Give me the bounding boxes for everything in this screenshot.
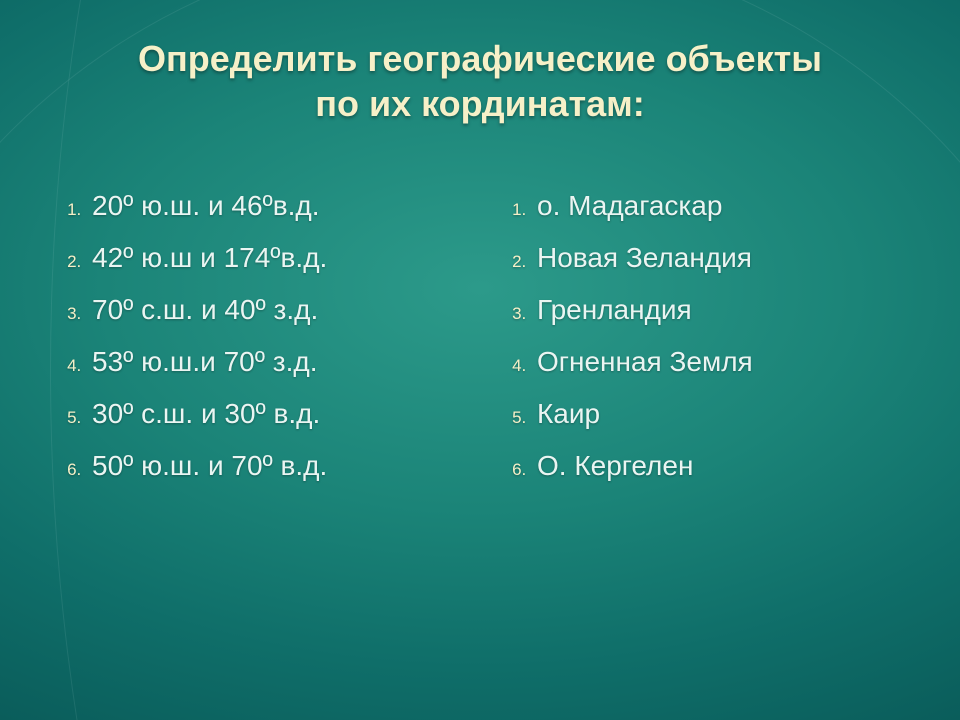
list-item: Новая Зеландия xyxy=(531,232,920,284)
slide-title: Определить географические объекты по их … xyxy=(0,36,960,126)
coord-text: 70º с.ш. и 40º з.д. xyxy=(92,294,318,325)
list-item: 42º ю.ш и 174ºв.д. xyxy=(86,232,475,284)
coord-text: 30º с.ш. и 30º в.д. xyxy=(92,398,320,429)
list-item: 20º ю.ш. и 46ºв.д. xyxy=(86,180,475,232)
answer-text: Каир xyxy=(537,398,600,429)
answers-list: о. Мадагаскар Новая Зеландия Гренландия … xyxy=(503,180,920,492)
list-item: 70º с.ш. и 40º з.д. xyxy=(86,284,475,336)
answer-text: Гренландия xyxy=(537,294,692,325)
coord-text: 42º ю.ш и 174ºв.д. xyxy=(92,242,327,273)
coord-text: 20º ю.ш. и 46ºв.д. xyxy=(92,190,320,221)
list-item: Гренландия xyxy=(531,284,920,336)
list-item: О. Кергелен xyxy=(531,440,920,492)
left-column: 20º ю.ш. и 46ºв.д. 42º ю.ш и 174ºв.д. 70… xyxy=(40,180,475,492)
answer-text: Новая Зеландия xyxy=(537,242,752,273)
coord-text: 53º ю.ш.и 70º з.д. xyxy=(92,346,317,377)
list-item: 50º ю.ш. и 70º в.д. xyxy=(86,440,475,492)
content-columns: 20º ю.ш. и 46ºв.д. 42º ю.ш и 174ºв.д. 70… xyxy=(40,180,920,492)
coord-text: 50º ю.ш. и 70º в.д. xyxy=(92,450,327,481)
title-line-1: Определить географические объекты xyxy=(138,38,822,79)
list-item: о. Мадагаскар xyxy=(531,180,920,232)
right-column: о. Мадагаскар Новая Зеландия Гренландия … xyxy=(475,180,920,492)
title-line-2: по их кординатам: xyxy=(315,83,645,124)
answer-text: о. Мадагаскар xyxy=(537,190,722,221)
list-item: 30º с.ш. и 30º в.д. xyxy=(86,388,475,440)
list-item: Каир xyxy=(531,388,920,440)
list-item: Огненная Земля xyxy=(531,336,920,388)
answer-text: О. Кергелен xyxy=(537,450,693,481)
coordinates-list: 20º ю.ш. и 46ºв.д. 42º ю.ш и 174ºв.д. 70… xyxy=(58,180,475,492)
slide: Определить географические объекты по их … xyxy=(0,0,960,720)
answer-text: Огненная Земля xyxy=(537,346,753,377)
list-item: 53º ю.ш.и 70º з.д. xyxy=(86,336,475,388)
